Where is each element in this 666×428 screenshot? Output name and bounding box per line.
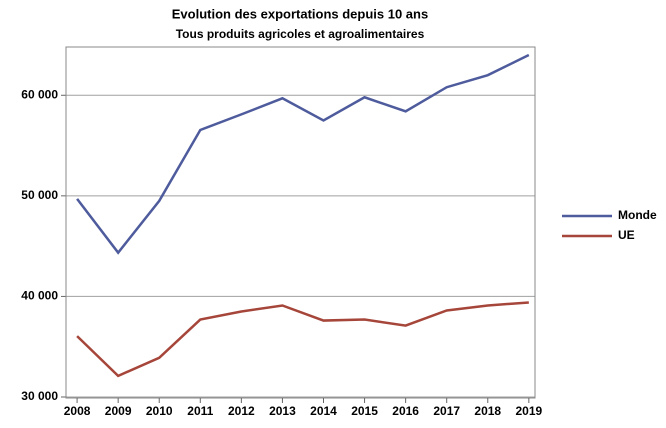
y-tick-label: 40 000 (21, 289, 58, 303)
x-tick-label: 2014 (310, 404, 337, 418)
x-tick-label: 2017 (433, 404, 460, 418)
y-tick-label: 60 000 (21, 87, 58, 101)
x-tick-label: 2012 (228, 404, 255, 418)
x-tick-label: 2011 (187, 404, 213, 418)
series-line (76, 301, 529, 378)
legend-label: UE (618, 228, 635, 242)
chart-subtitle: Tous produits agricoles et agroalimentai… (176, 27, 425, 41)
plot-frame (65, 46, 536, 399)
y-tick-label: 30 000 (21, 389, 58, 403)
x-tick-label: 2010 (146, 404, 173, 418)
chart-title: Evolution des exportations depuis 10 ans (172, 6, 428, 21)
x-tick-label: 2015 (351, 404, 378, 418)
x-tick-label: 2019 (515, 404, 542, 418)
x-tick-label: 2016 (392, 404, 419, 418)
x-tick-label: 2018 (474, 404, 501, 418)
x-tick-label: 2009 (105, 404, 132, 418)
series-line (76, 53, 530, 255)
legend-label: Monde (618, 208, 657, 222)
x-tick-label: 2008 (64, 404, 91, 418)
x-tick-label: 2013 (269, 404, 296, 418)
y-tick-label: 50 000 (21, 188, 58, 202)
